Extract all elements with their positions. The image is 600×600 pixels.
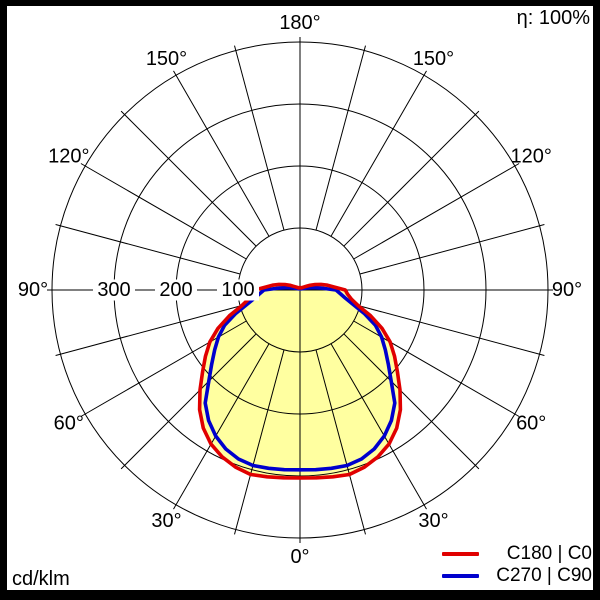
ring-label-bg xyxy=(217,279,259,301)
unit-label: cd/klm xyxy=(12,568,70,590)
grid-spoke xyxy=(359,224,545,275)
legend-label-c0: C180 | C0 xyxy=(506,543,592,564)
grid-spoke xyxy=(55,305,241,356)
frame-border-right xyxy=(593,0,600,600)
legend-swatch-c90-icon xyxy=(442,574,479,578)
grid-spoke xyxy=(80,163,247,260)
angle-label: 60° xyxy=(516,413,546,435)
angle-label: 150° xyxy=(146,48,187,70)
angle-label: 90° xyxy=(552,279,582,301)
frame-border-bottom xyxy=(0,590,600,600)
efficiency-label: η: 100% xyxy=(516,7,590,29)
angle-label: 90° xyxy=(18,279,48,301)
ring-label: 300 xyxy=(97,279,130,301)
angle-label: 150° xyxy=(413,48,454,70)
grid-spoke xyxy=(315,45,366,231)
angle-label: 180° xyxy=(279,12,320,34)
grid-spoke xyxy=(359,305,545,356)
grid-spoke xyxy=(120,110,257,247)
ring-label-bg xyxy=(93,279,135,301)
curve-c270c90 xyxy=(203,285,397,472)
grid-spoke xyxy=(234,45,285,231)
grid-spoke xyxy=(120,333,257,470)
legend-label-c90: C270 | C90 xyxy=(496,565,592,586)
grid-spoke xyxy=(330,343,427,510)
angle-label: 30° xyxy=(418,510,448,532)
grid-spoke xyxy=(315,349,366,535)
curve-c180c0 xyxy=(197,282,403,480)
legend-swatch-c0-icon xyxy=(442,552,479,556)
angle-label: 0° xyxy=(290,546,309,568)
legend: C180 | C0 C270 | C90 xyxy=(442,543,592,587)
legend-item-c90: C270 | C90 xyxy=(442,565,592,587)
grid-spoke xyxy=(353,163,520,260)
angle-label: 60° xyxy=(54,413,84,435)
grid-spoke xyxy=(173,70,270,237)
grid-spoke xyxy=(173,343,270,510)
grid-spoke xyxy=(330,70,427,237)
ring-label-bg xyxy=(155,279,197,301)
grid-spoke xyxy=(55,224,241,275)
grid-spoke xyxy=(343,110,480,247)
frame-border-left xyxy=(0,0,7,600)
angle-label: 120° xyxy=(48,146,89,168)
grid-spoke xyxy=(234,349,285,535)
ring-label: 200 xyxy=(159,279,192,301)
frame-border-top xyxy=(0,0,600,6)
angle-label: 30° xyxy=(151,510,181,532)
grid-spoke xyxy=(343,333,480,470)
angle-label: 120° xyxy=(511,146,552,168)
ring-label: 100 xyxy=(221,279,254,301)
legend-item-c0: C180 | C0 xyxy=(442,543,592,565)
